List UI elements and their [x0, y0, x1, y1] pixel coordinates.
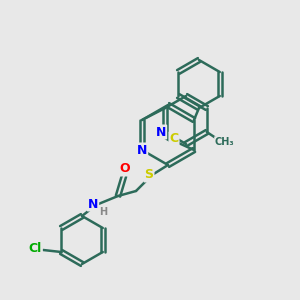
Text: N: N	[88, 197, 98, 211]
Text: O: O	[120, 163, 130, 176]
Text: N: N	[156, 125, 166, 139]
Text: N: N	[137, 143, 147, 157]
Text: C: C	[169, 133, 178, 146]
Text: S: S	[145, 169, 154, 182]
Text: Cl: Cl	[28, 242, 42, 256]
Text: H: H	[99, 207, 107, 217]
Text: CH₃: CH₃	[215, 137, 235, 147]
